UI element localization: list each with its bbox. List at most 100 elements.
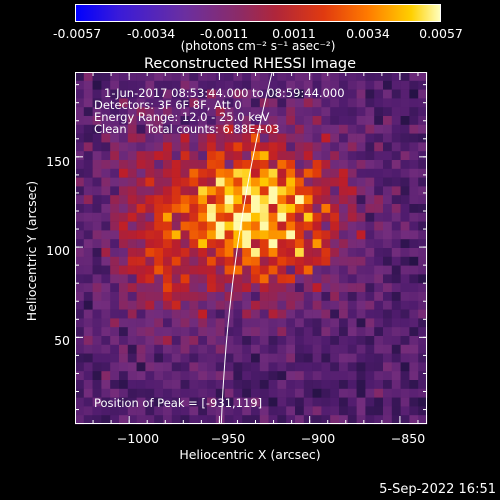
heatmap-cell xyxy=(83,248,93,258)
heatmap-cell xyxy=(321,89,331,99)
heatmap-cell xyxy=(136,204,146,214)
heatmap-cell xyxy=(83,116,93,126)
heatmap-cell xyxy=(171,318,181,328)
heatmap-cell xyxy=(277,72,287,82)
heatmap-cell xyxy=(189,336,199,346)
heatmap-cell xyxy=(259,142,269,152)
heatmap-cell xyxy=(198,380,208,390)
heatmap-cell xyxy=(145,221,155,231)
heatmap-cell xyxy=(92,80,102,90)
colorbar-tick-label-1: -0.0034 xyxy=(127,26,176,41)
heatmap-cell xyxy=(127,274,137,284)
heatmap-cell xyxy=(347,327,357,337)
heatmap-cell xyxy=(295,336,305,346)
heatmap-cell xyxy=(321,371,331,381)
heatmap-cell xyxy=(400,256,410,266)
heatmap-cell xyxy=(154,380,164,390)
heatmap-cell xyxy=(347,98,357,108)
heatmap-cell xyxy=(321,204,331,214)
heatmap-cell xyxy=(400,265,410,275)
heatmap-cell xyxy=(224,415,234,425)
heatmap-cell xyxy=(75,89,85,99)
heatmap-cell xyxy=(110,327,120,337)
heatmap-cell xyxy=(145,283,155,293)
heatmap-cell xyxy=(339,265,349,275)
heatmap-cell xyxy=(101,230,111,240)
heatmap-cell xyxy=(163,221,173,231)
heatmap-cell xyxy=(391,327,401,337)
heatmap-cell xyxy=(303,344,313,354)
heatmap-cell xyxy=(119,204,129,214)
heatmap-cell xyxy=(356,327,366,337)
heatmap-cell xyxy=(374,318,384,328)
heatmap-cell xyxy=(242,415,252,425)
heatmap-cell xyxy=(391,344,401,354)
heatmap-cell xyxy=(154,133,164,143)
heatmap-cell xyxy=(259,256,269,266)
heatmap-cell xyxy=(339,248,349,258)
heatmap-cell xyxy=(198,309,208,319)
heatmap-cell xyxy=(268,388,278,398)
heatmap-cell xyxy=(418,195,428,205)
heatmap-cell xyxy=(321,300,331,310)
heatmap-cell xyxy=(400,406,410,416)
heatmap-cell xyxy=(180,186,190,196)
heatmap-cell xyxy=(330,362,340,372)
heatmap-cell xyxy=(374,362,384,372)
y-tick-label-50: 50 xyxy=(54,333,70,348)
heatmap-cell xyxy=(374,168,384,178)
heatmap-cell xyxy=(171,168,181,178)
heatmap-cell xyxy=(303,204,313,214)
heatmap-cell xyxy=(303,371,313,381)
heatmap-cell xyxy=(295,72,305,82)
heatmap-cell xyxy=(295,274,305,284)
heatmap-cell xyxy=(295,265,305,275)
heatmap-cell xyxy=(163,309,173,319)
heatmap-cell xyxy=(339,151,349,161)
heatmap-cell xyxy=(163,204,173,214)
heatmap-cell xyxy=(312,142,322,152)
heatmap-cell xyxy=(268,239,278,249)
heatmap-cell xyxy=(233,116,243,126)
heatmap-cell xyxy=(259,107,269,117)
heatmap-cell xyxy=(339,353,349,363)
heatmap-cell xyxy=(277,151,287,161)
heatmap-cell xyxy=(198,72,208,82)
heatmap-cell xyxy=(198,256,208,266)
heatmap-cell xyxy=(251,318,261,328)
heatmap-cell xyxy=(136,248,146,258)
heatmap-cell xyxy=(374,248,384,258)
heatmap-cell xyxy=(145,248,155,258)
heatmap-cell xyxy=(365,89,375,99)
heatmap-cell xyxy=(374,133,384,143)
heatmap-cell xyxy=(145,362,155,372)
heatmap-cell xyxy=(418,168,428,178)
heatmap-cell xyxy=(295,89,305,99)
heatmap-cell xyxy=(224,124,234,134)
heatmap-cell xyxy=(286,353,296,363)
heatmap-cell xyxy=(198,265,208,275)
heatmap-cell xyxy=(127,406,137,416)
heatmap-cell xyxy=(207,168,217,178)
heatmap-cell xyxy=(400,124,410,134)
heatmap-cell xyxy=(154,256,164,266)
heatmap-cell xyxy=(145,256,155,266)
heatmap-cell xyxy=(303,406,313,416)
heatmap-cell xyxy=(83,177,93,187)
heatmap-cell xyxy=(92,371,102,381)
colorbar-tick-label-3: 0.0011 xyxy=(272,26,316,41)
heatmap-cell xyxy=(119,142,129,152)
heatmap-cell xyxy=(374,160,384,170)
heatmap-cell xyxy=(242,177,252,187)
heatmap-cell xyxy=(171,160,181,170)
heatmap-cell xyxy=(347,168,357,178)
heatmap-cell xyxy=(400,388,410,398)
heatmap-cell xyxy=(383,151,393,161)
heatmap-cell xyxy=(207,230,217,240)
heatmap-cell xyxy=(391,204,401,214)
heatmap-cell xyxy=(83,274,93,284)
heatmap-cell xyxy=(347,362,357,372)
heatmap-cell xyxy=(356,406,366,416)
heatmap-cell xyxy=(303,362,313,372)
heatmap-cell xyxy=(215,336,225,346)
